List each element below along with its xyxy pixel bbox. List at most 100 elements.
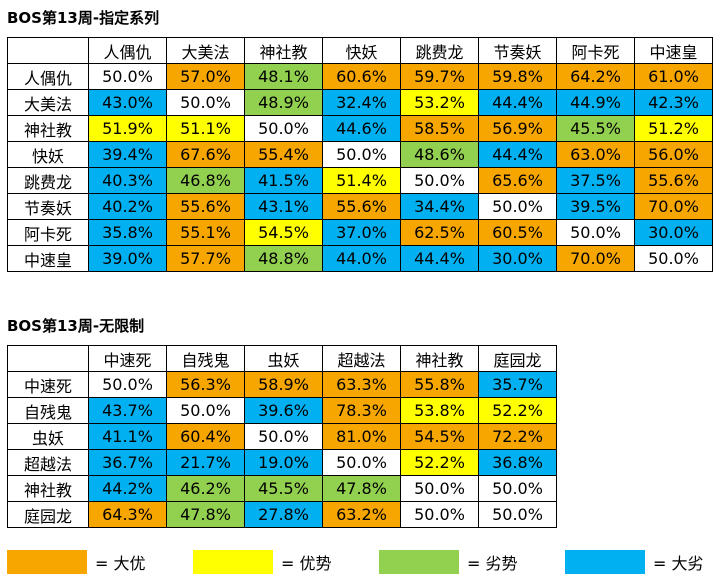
row: 神社教 51.9% 51.1% 50.0% 44.6% 58.5% 56.9% 45.5% 51… <box>7 115 713 142</box>
cell: 53.2% <box>400 89 479 116</box>
row-header: 快妖 <box>7 141 89 168</box>
cell: 55.1% <box>166 219 245 246</box>
row: 中速皇 39.0% 57.7% 48.8% 44.0% 44.4% 30.0% 70.0% 50… <box>7 245 713 272</box>
row-header: 神社教 <box>7 115 89 142</box>
cell: 44.4% <box>478 89 557 116</box>
cell: 50.0% <box>244 115 323 142</box>
legend: = 大优 = 优势 = 劣势 = 大劣 <box>7 550 717 574</box>
cell: 48.9% <box>244 89 323 116</box>
cell: 51.1% <box>166 115 245 142</box>
legend-label: = 大优 <box>95 554 146 573</box>
row-header: 人偶仇 <box>7 63 89 90</box>
row-header: 中速皇 <box>7 245 89 272</box>
cell: 50.0% <box>634 245 713 272</box>
cell: 81.0% <box>322 423 401 450</box>
cell: 44.6% <box>322 115 401 142</box>
legend-label: = 优势 <box>281 554 332 573</box>
column-header: 中速死 <box>88 345 167 372</box>
cell: 34.4% <box>400 193 479 220</box>
column-header: 神社教 <box>400 345 479 372</box>
row-header: 庭园龙 <box>7 501 89 528</box>
legend-item: = 劣势 <box>379 550 565 574</box>
legend-swatch <box>379 550 459 574</box>
cell: 60.4% <box>166 423 245 450</box>
cell: 50.0% <box>556 219 635 246</box>
cell: 55.6% <box>166 193 245 220</box>
cell: 70.0% <box>634 193 713 220</box>
cell: 37.0% <box>322 219 401 246</box>
cell: 50.0% <box>478 193 557 220</box>
row: 中速死 50.0% 56.3% 58.9% 63.3% 55.8% 35.7% <box>7 371 557 398</box>
cell: 45.5% <box>556 115 635 142</box>
cell: 43.0% <box>88 89 167 116</box>
cell: 50.0% <box>478 501 557 528</box>
row-header: 阿卡死 <box>7 219 89 246</box>
column-header: 跳费龙 <box>400 37 479 64</box>
row: 节奏妖 40.2% 55.6% 43.1% 55.6% 34.4% 50.0% 39.5% 70… <box>7 193 713 220</box>
cell: 50.0% <box>400 167 479 194</box>
row: 人偶仇 50.0% 57.0% 48.1% 60.6% 59.7% 59.8% 64.2% 61… <box>7 63 713 90</box>
cell: 56.3% <box>166 371 245 398</box>
table: 人偶仇 大美法 神社教 快妖 跳费龙 节奏妖 阿卡死 中速皇 人偶仇 50.0% 57.0% 48.1… <box>7 37 713 272</box>
cell: 27.8% <box>244 501 323 528</box>
cell: 67.6% <box>166 141 245 168</box>
cell: 55.4% <box>244 141 323 168</box>
cell: 56.9% <box>478 115 557 142</box>
column-header: 阿卡死 <box>556 37 635 64</box>
row-header: 超越法 <box>7 449 89 476</box>
cell: 72.2% <box>478 423 557 450</box>
cell: 47.8% <box>166 501 245 528</box>
cell: 32.4% <box>322 89 401 116</box>
column-header: 中速皇 <box>634 37 713 64</box>
cell: 44.9% <box>556 89 635 116</box>
cell: 48.1% <box>244 63 323 90</box>
header-row: 中速死 自残鬼 虫妖 超越法 神社教 庭园龙 <box>7 345 557 372</box>
cell: 57.7% <box>166 245 245 272</box>
table-title: BOS第13周-无限制 <box>7 317 145 335</box>
corner-cell <box>7 345 89 372</box>
cell: 43.7% <box>88 397 167 424</box>
cell: 59.8% <box>478 63 557 90</box>
cell: 63.3% <box>322 371 401 398</box>
table: 中速死 自残鬼 虫妖 超越法 神社教 庭园龙 中速死 50.0% 56.3% 58.9% 63.3%… <box>7 345 557 528</box>
column-header: 自残鬼 <box>166 345 245 372</box>
cell: 58.5% <box>400 115 479 142</box>
row-header: 大美法 <box>7 89 89 116</box>
cell: 58.9% <box>244 371 323 398</box>
column-header: 节奏妖 <box>478 37 557 64</box>
cell: 54.5% <box>244 219 323 246</box>
cell: 44.4% <box>400 245 479 272</box>
cell: 59.7% <box>400 63 479 90</box>
cell: 39.0% <box>88 245 167 272</box>
cell: 19.0% <box>244 449 323 476</box>
row: 虫妖 41.1% 60.4% 50.0% 81.0% 54.5% 72.2% <box>7 423 557 450</box>
table-title: BOS第13周-指定系列 <box>7 9 160 27</box>
legend-swatch <box>7 550 87 574</box>
cell: 45.5% <box>244 475 323 502</box>
column-header: 庭园龙 <box>478 345 557 372</box>
cell: 30.0% <box>478 245 557 272</box>
cell: 65.6% <box>478 167 557 194</box>
cell: 51.2% <box>634 115 713 142</box>
cell: 39.4% <box>88 141 167 168</box>
legend-item: = 大优 <box>7 550 193 574</box>
cell: 36.7% <box>88 449 167 476</box>
row-header: 自残鬼 <box>7 397 89 424</box>
row: 庭园龙 64.3% 47.8% 27.8% 63.2% 50.0% 50.0% <box>7 501 557 528</box>
row: 神社教 44.2% 46.2% 45.5% 47.8% 50.0% 50.0% <box>7 475 557 502</box>
cell: 35.7% <box>478 371 557 398</box>
row: 自残鬼 43.7% 50.0% 39.6% 78.3% 53.8% 52.2% <box>7 397 557 424</box>
cell: 42.3% <box>634 89 713 116</box>
cell: 50.0% <box>166 89 245 116</box>
cell: 78.3% <box>322 397 401 424</box>
cell: 52.2% <box>400 449 479 476</box>
cell: 70.0% <box>556 245 635 272</box>
cell: 51.4% <box>322 167 401 194</box>
cell: 36.8% <box>478 449 557 476</box>
cell: 63.0% <box>556 141 635 168</box>
cell: 21.7% <box>166 449 245 476</box>
cell: 40.2% <box>88 193 167 220</box>
cell: 60.6% <box>322 63 401 90</box>
cell: 61.0% <box>634 63 713 90</box>
